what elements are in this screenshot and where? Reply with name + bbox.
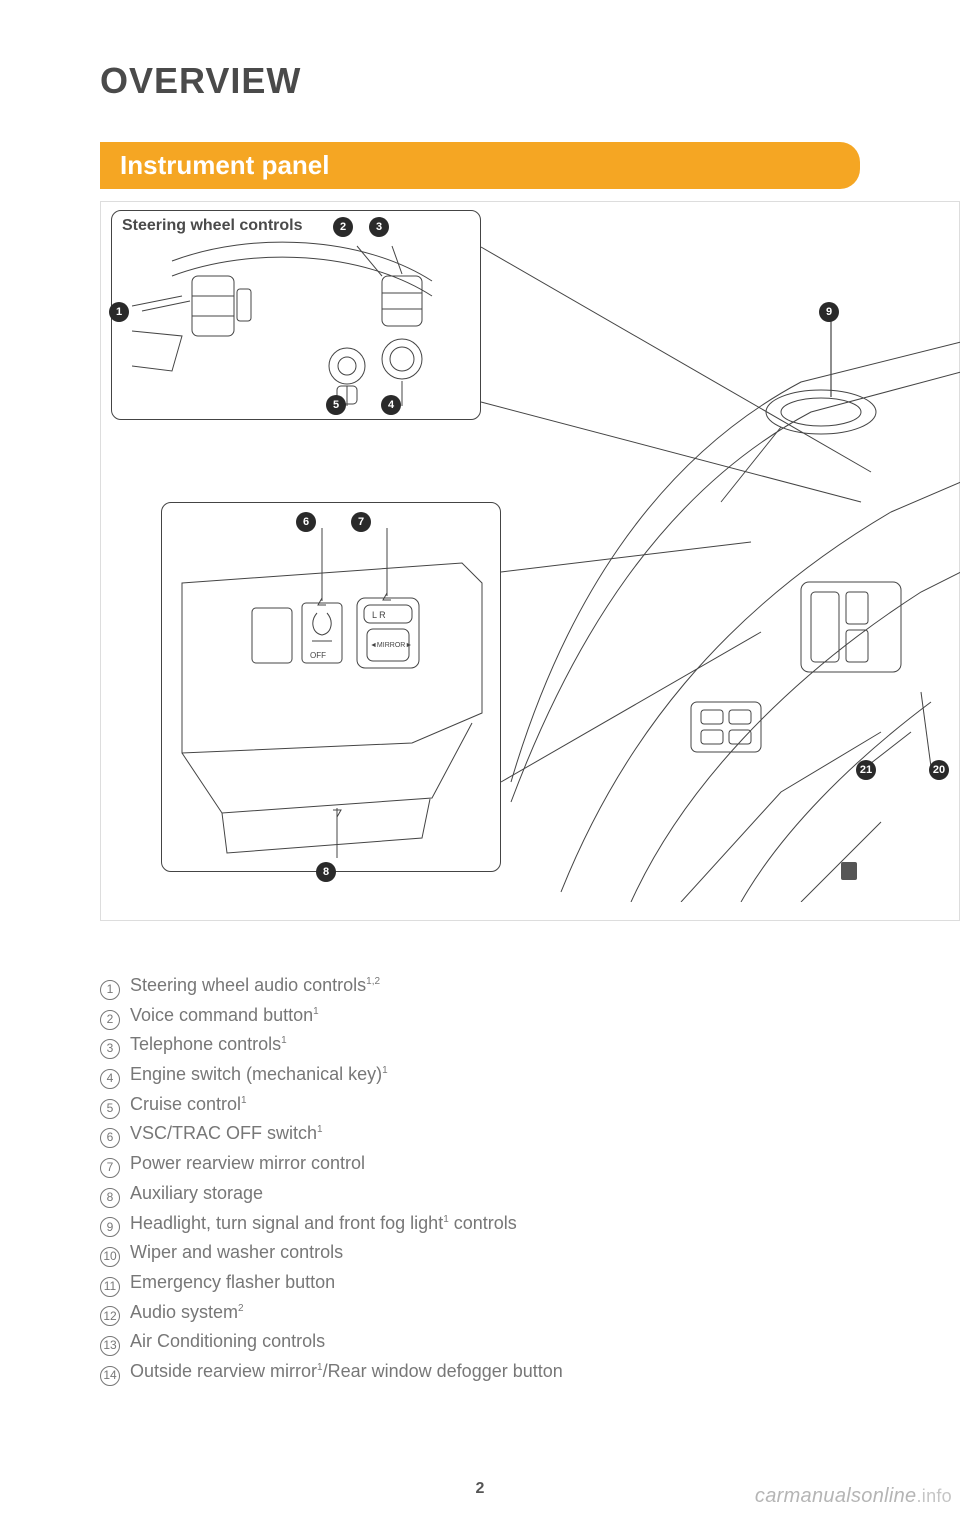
legend-number: 6 (100, 1128, 120, 1148)
dash-switches-inset: OFF L R ◄MIRROR► (161, 502, 501, 872)
section-heading: Instrument panel (100, 142, 860, 189)
legend-item-6: 6 VSC/TRAC OFF switch1 (100, 1119, 960, 1149)
inset-title: Steering wheel controls (122, 217, 302, 235)
callout-9: 9 (819, 302, 839, 322)
legend-number: 5 (100, 1099, 120, 1119)
svg-text:L R: L R (372, 610, 386, 620)
legend-number: 8 (100, 1188, 120, 1208)
callout-7: 7 (351, 512, 371, 532)
legend-item-4: 4 Engine switch (mechanical key)1 (100, 1060, 960, 1090)
legend-item-13: 13 Air Conditioning controls (100, 1327, 960, 1357)
legend-number: 3 (100, 1039, 120, 1059)
dash-switches-illustration: OFF L R ◄MIRROR► (172, 513, 492, 863)
svg-text:OFF: OFF (310, 651, 326, 660)
legend-number: 11 (100, 1277, 120, 1297)
callout-1: 1 (109, 302, 129, 322)
legend-item-5: 5 Cruise control1 (100, 1090, 960, 1120)
legend-number: 9 (100, 1217, 120, 1237)
legend-text: Power rearview mirror control (130, 1149, 365, 1179)
watermark-suffix: .info (916, 1486, 952, 1506)
legend-number: 12 (100, 1306, 120, 1326)
callout-5: 5 (326, 395, 346, 415)
legend-text: Steering wheel audio controls1,2 (130, 971, 380, 1001)
dashboard-illustration (501, 262, 960, 902)
legend-number: 2 (100, 1010, 120, 1030)
legend-list: 1 Steering wheel audio controls1,2 2 Voice … (100, 971, 960, 1387)
legend-number: 4 (100, 1069, 120, 1089)
legend-item-7: 7 Power rearview mirror control (100, 1149, 960, 1179)
legend-item-11: 11 Emergency flasher button (100, 1268, 960, 1298)
legend-item-9: 9 Headlight, turn signal and front fog li… (100, 1209, 960, 1239)
legend-item-14: 14 Outside rearview mirror1/Rear window d… (100, 1357, 960, 1387)
callout-8: 8 (316, 862, 336, 882)
watermark-text: carmanualsonline (755, 1485, 917, 1507)
legend-text: Headlight, turn signal and front fog lig… (130, 1209, 517, 1239)
legend-text: Engine switch (mechanical key)1 (130, 1060, 388, 1090)
callout-3: 3 (369, 217, 389, 237)
instrument-panel-diagram: Steering wheel controls (100, 201, 960, 921)
legend-text: VSC/TRAC OFF switch1 (130, 1119, 323, 1149)
callout-4: 4 (381, 395, 401, 415)
legend-text: Telephone controls1 (130, 1030, 287, 1060)
legend-item-12: 12 Audio system2 (100, 1298, 960, 1328)
legend-text: Voice command button1 (130, 1001, 319, 1031)
legend-text: Audio system2 (130, 1298, 244, 1328)
legend-text: Outside rearview mirror1/Rear window def… (130, 1357, 563, 1387)
legend-text: Auxiliary storage (130, 1179, 263, 1209)
legend-number: 1 (100, 980, 120, 1000)
legend-number: 14 (100, 1366, 120, 1386)
legend-text: Wiper and washer controls (130, 1238, 343, 1268)
legend-item-1: 1 Steering wheel audio controls1,2 (100, 971, 960, 1001)
callout-20: 20 (929, 760, 949, 780)
page-number: 2 (476, 1480, 485, 1498)
callout-6: 6 (296, 512, 316, 532)
page-title: OVERVIEW (100, 60, 960, 102)
legend-number: 13 (100, 1336, 120, 1356)
svg-text:◄MIRROR►: ◄MIRROR► (370, 642, 412, 649)
legend-number: 7 (100, 1158, 120, 1178)
steering-wheel-inset: Steering wheel controls (111, 210, 481, 420)
legend-item-3: 3 Telephone controls1 (100, 1030, 960, 1060)
legend-text: Emergency flasher button (130, 1268, 335, 1298)
legend-item-8: 8 Auxiliary storage (100, 1179, 960, 1209)
callout-21: 21 (856, 760, 876, 780)
legend-number: 10 (100, 1247, 120, 1267)
legend-text: Cruise control1 (130, 1090, 247, 1120)
steering-wheel-illustration (132, 241, 462, 411)
legend-item-10: 10 Wiper and washer controls (100, 1238, 960, 1268)
callout-2: 2 (333, 217, 353, 237)
watermark: carmanualsonline.info (755, 1485, 952, 1508)
legend-item-2: 2 Voice command button1 (100, 1001, 960, 1031)
legend-text: Air Conditioning controls (130, 1327, 325, 1357)
